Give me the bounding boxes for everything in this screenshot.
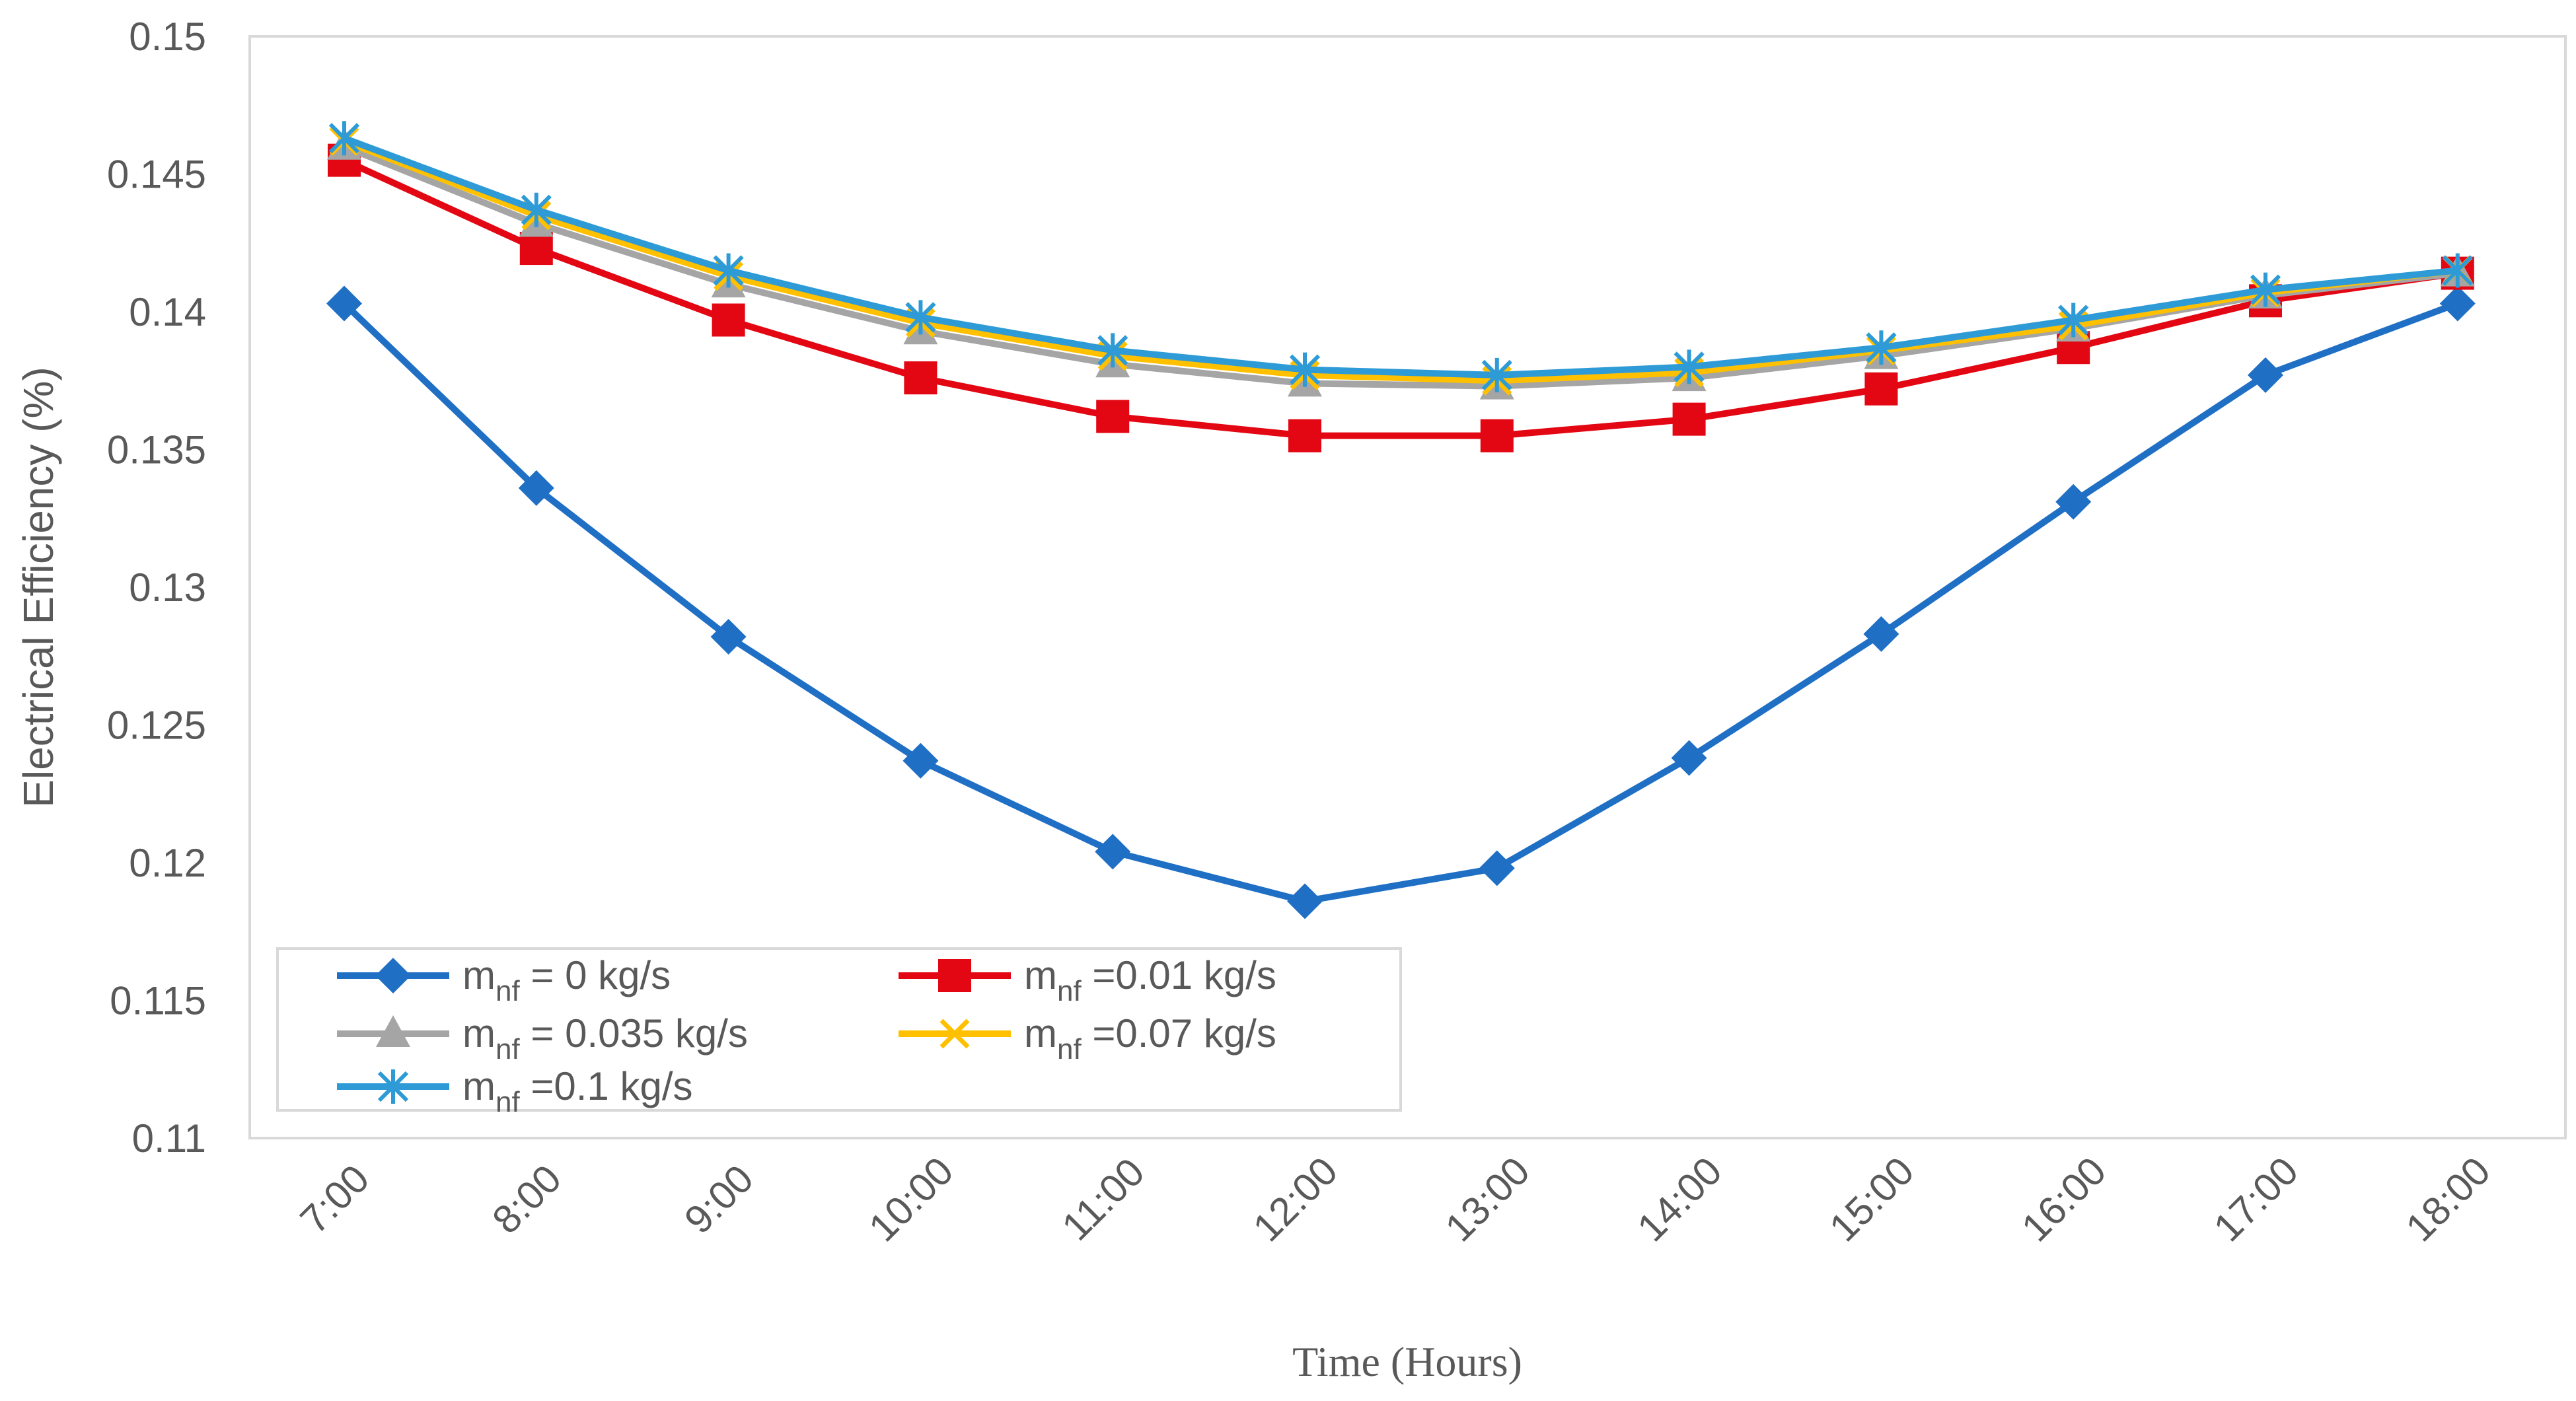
y-tick-label: 0.14 bbox=[129, 290, 206, 334]
legend-label: mnf = 0.035 kg/s bbox=[462, 1011, 748, 1065]
series-5 bbox=[328, 121, 2473, 392]
x-tick-label: 9:00 bbox=[676, 1157, 762, 1242]
x-tick-label: 18:00 bbox=[2398, 1149, 2499, 1250]
data-point bbox=[518, 470, 554, 506]
legend-item: mnf =0.1 kg/s bbox=[337, 1064, 693, 1118]
x-tick-label: 12:00 bbox=[1245, 1149, 1346, 1250]
y-tick-label: 0.145 bbox=[107, 153, 206, 197]
data-point bbox=[1096, 400, 1130, 433]
data-point bbox=[1480, 419, 1514, 452]
y-axis-title: Electrical Efficiency (%) bbox=[15, 367, 62, 807]
y-tick-label: 0.115 bbox=[110, 979, 206, 1023]
plot-area-border bbox=[248, 35, 2567, 1139]
series-line bbox=[342, 300, 2459, 905]
y-tick-label: 0.12 bbox=[129, 841, 206, 885]
x-tick-label: 14:00 bbox=[1629, 1149, 1730, 1250]
legend-item: mnf = 0.035 kg/s bbox=[337, 1011, 748, 1065]
legend-label: mnf =0.07 kg/s bbox=[1024, 1011, 1276, 1065]
data-point bbox=[1097, 333, 1128, 368]
data-point bbox=[2250, 272, 2281, 307]
data-point bbox=[1095, 834, 1131, 870]
x-tick-label: 8:00 bbox=[484, 1157, 570, 1242]
legend-item: mnf = 0 kg/s bbox=[337, 953, 671, 1007]
series-layer bbox=[326, 121, 2476, 919]
x-tick-label: 7:00 bbox=[292, 1157, 378, 1242]
data-point bbox=[328, 121, 360, 156]
data-point bbox=[2442, 253, 2473, 288]
data-point bbox=[1674, 349, 1705, 384]
legend-swatch-marker bbox=[377, 1069, 409, 1104]
data-point bbox=[905, 300, 936, 335]
legend-items: mnf = 0 kg/s mnf =0.01 kg/s mnf = 0.035 kg… bbox=[337, 953, 1276, 1118]
legend-item: mnf =0.07 kg/s bbox=[899, 1011, 1276, 1065]
data-point bbox=[1481, 357, 1512, 392]
series-line bbox=[342, 157, 2458, 439]
series-line bbox=[343, 143, 2458, 390]
legend-swatch-marker bbox=[938, 959, 971, 992]
data-point bbox=[2439, 285, 2476, 322]
x-tick-label: 11:00 bbox=[1054, 1149, 1153, 1248]
data-point bbox=[1864, 372, 1898, 406]
y-tick-label: 0.11 bbox=[132, 1116, 206, 1161]
data-point bbox=[1288, 419, 1321, 452]
data-point bbox=[1289, 352, 1321, 387]
x-tick-label: 13:00 bbox=[1437, 1149, 1539, 1250]
data-point bbox=[1479, 850, 1515, 886]
legend-box bbox=[276, 947, 1402, 1112]
legend-label: mnf = 0 kg/s bbox=[462, 953, 671, 1007]
data-point bbox=[713, 253, 744, 288]
y-tick-label: 0.13 bbox=[129, 565, 206, 610]
data-point bbox=[710, 619, 747, 655]
data-point bbox=[521, 192, 552, 227]
y-tick-label: 0.125 bbox=[107, 703, 206, 748]
y-axis-ticks: 0.11 0.115 0.12 0.125 0.13 0.135 0.14 0.145 0.15 bbox=[107, 15, 206, 1161]
data-point bbox=[2055, 484, 2092, 520]
legend-label: mnf =0.01 kg/s bbox=[1024, 953, 1276, 1007]
data-point bbox=[1866, 330, 1897, 365]
series-2 bbox=[328, 143, 2474, 452]
y-tick-label: 0.15 bbox=[129, 15, 206, 59]
series-1 bbox=[326, 285, 2476, 919]
data-point bbox=[2058, 303, 2089, 338]
x-axis-ticks: 7:00 8:00 9:00 10:00 11:00 12:00 13:00 14:00 15:… bbox=[292, 1149, 2499, 1250]
x-tick-label: 16:00 bbox=[2013, 1149, 2115, 1250]
legend-swatch-marker bbox=[376, 1015, 410, 1047]
series-3 bbox=[327, 127, 2475, 400]
data-point bbox=[1287, 883, 1323, 919]
legend: mnf = 0 kg/s mnf =0.01 kg/s mnf = 0.035 kg… bbox=[276, 947, 1402, 1118]
data-point bbox=[712, 303, 745, 337]
series-line bbox=[343, 137, 2458, 384]
legend-item: mnf =0.01 kg/s bbox=[899, 953, 1276, 1007]
data-point bbox=[1671, 740, 1707, 776]
data-point bbox=[904, 361, 938, 395]
legend-swatch-marker bbox=[939, 1019, 970, 1049]
series-line bbox=[343, 135, 2458, 378]
legend-swatch-marker bbox=[375, 958, 411, 993]
data-point bbox=[902, 742, 939, 779]
data-point bbox=[2248, 357, 2283, 393]
legend-label: mnf =0.1 kg/s bbox=[462, 1064, 693, 1118]
x-tick-label: 17:00 bbox=[2205, 1149, 2307, 1250]
x-tick-label: 15:00 bbox=[1821, 1149, 1923, 1250]
data-point bbox=[1672, 402, 1706, 436]
x-axis-title: Time (Hours) bbox=[1292, 1338, 1522, 1385]
y-tick-label: 0.135 bbox=[107, 428, 206, 472]
data-point bbox=[326, 285, 362, 322]
x-tick-label: 10:00 bbox=[860, 1149, 962, 1250]
data-point bbox=[519, 232, 553, 266]
data-point bbox=[1863, 616, 1899, 652]
